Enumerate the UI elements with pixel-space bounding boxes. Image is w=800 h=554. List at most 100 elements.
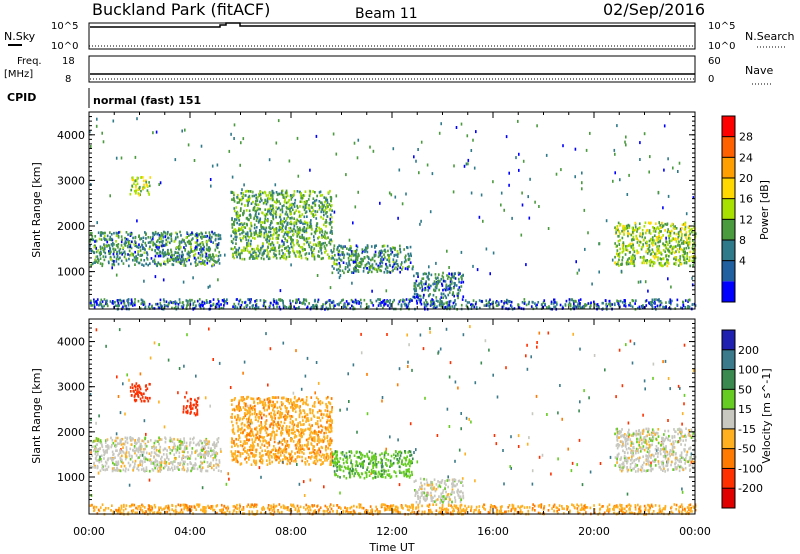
echo-cell: [226, 302, 229, 305]
echo-cell: [237, 253, 240, 256]
echo-cell: [627, 234, 629, 238]
noise-cell: [390, 193, 393, 197]
echo-cell: [248, 251, 250, 254]
echo-cell: [338, 302, 340, 306]
power-colorbar-label: Power [dB]: [758, 180, 771, 240]
echo-cell: [213, 231, 216, 235]
echo-cell: [278, 233, 280, 237]
echo-cell: [173, 239, 176, 243]
echo-cell: [246, 204, 249, 207]
echo-cell: [537, 301, 540, 304]
echo-cell: [339, 264, 341, 267]
echo-cell: [369, 264, 372, 268]
echo-cell: [146, 458, 149, 462]
echo-cell: [255, 203, 258, 206]
echo-cell: [263, 235, 266, 239]
echo-cell: [140, 298, 143, 302]
echo-cell: [119, 449, 122, 453]
echo-cell: [105, 439, 108, 442]
echo-cell: [236, 201, 239, 204]
echo-cell: [287, 306, 290, 310]
echo-cell: [159, 302, 162, 305]
echo-cell: [664, 250, 667, 253]
echo-cell: [93, 303, 96, 307]
echo-cell: [692, 239, 694, 242]
colorbar-swatch: [722, 240, 735, 261]
echo-cell: [293, 193, 295, 196]
echo-cell: [211, 258, 214, 261]
echo-cell: [669, 298, 672, 301]
noise-cell: [589, 131, 591, 135]
noise-cell: [241, 251, 243, 255]
echo-cell: [131, 460, 134, 464]
echo-cell: [302, 249, 304, 252]
echo-cell: [286, 249, 288, 252]
echo-cell: [235, 252, 237, 256]
echo-cell: [140, 468, 143, 471]
echo-cell: [659, 263, 661, 267]
echo-cell: [416, 284, 419, 287]
echo-cell: [315, 229, 317, 233]
echo-cell: [434, 289, 437, 292]
echo-cell: [639, 256, 642, 259]
echo-cell: [251, 247, 253, 251]
echo-cell: [441, 284, 444, 287]
echo-cell: [326, 231, 328, 235]
echo-cell: [233, 256, 235, 260]
echo-cell: [251, 306, 254, 310]
station-title: Buckland Park (fitACF): [92, 0, 270, 19]
echo-cell: [306, 221, 309, 225]
echo-cell: [328, 256, 330, 260]
echo-cell: [302, 205, 305, 209]
noise-cell: [613, 148, 616, 152]
echo-cell: [135, 184, 137, 187]
noise-cell: [691, 276, 693, 280]
echo-cell: [440, 293, 443, 296]
echo-cell: [280, 191, 283, 195]
echo-cell: [131, 383, 134, 386]
echo-cell: [677, 231, 680, 234]
echo-cell: [442, 271, 444, 275]
echo-cell: [235, 212, 238, 215]
echo-cell: [157, 254, 160, 258]
echo-cell: [287, 207, 290, 211]
noise-cell: [246, 404, 249, 408]
echo-cell: [253, 231, 256, 234]
echo-cell: [669, 234, 672, 238]
echo-cell: [325, 243, 328, 247]
noise-cell: [417, 148, 419, 151]
echo-cell: [635, 237, 638, 240]
noise-cell: [366, 372, 368, 376]
echo-cell: [432, 302, 435, 305]
echo-cell: [254, 253, 257, 256]
echo-cell: [197, 453, 200, 457]
echo-cell: [336, 262, 338, 266]
echo-cell: [159, 463, 162, 466]
echo-cell: [118, 249, 121, 253]
echo-cell: [190, 242, 192, 246]
echo-cell: [135, 191, 137, 194]
echo-cell: [99, 245, 102, 249]
echo-cell: [253, 206, 256, 209]
echo-cell: [333, 258, 336, 262]
noise-cell: [517, 434, 520, 438]
echo-cell: [633, 238, 635, 241]
echo-cell: [222, 299, 225, 303]
echo-cell: [100, 302, 103, 306]
echo-cell: [214, 454, 217, 457]
noise-cell: [635, 447, 638, 451]
echo-cell: [140, 447, 143, 451]
echo-cell: [444, 288, 447, 292]
echo-cell: [674, 256, 676, 259]
noise-cell: [631, 258, 633, 262]
colorbar-tick-label: 4: [739, 255, 746, 268]
echo-cell: [363, 266, 365, 270]
echo-cell: [140, 189, 142, 193]
echo-cell: [124, 304, 126, 308]
noise-cell: [381, 399, 383, 403]
echo-cell: [103, 234, 106, 238]
echo-cell: [205, 231, 207, 235]
noise-cell: [492, 180, 494, 184]
echo-cell: [135, 257, 137, 261]
